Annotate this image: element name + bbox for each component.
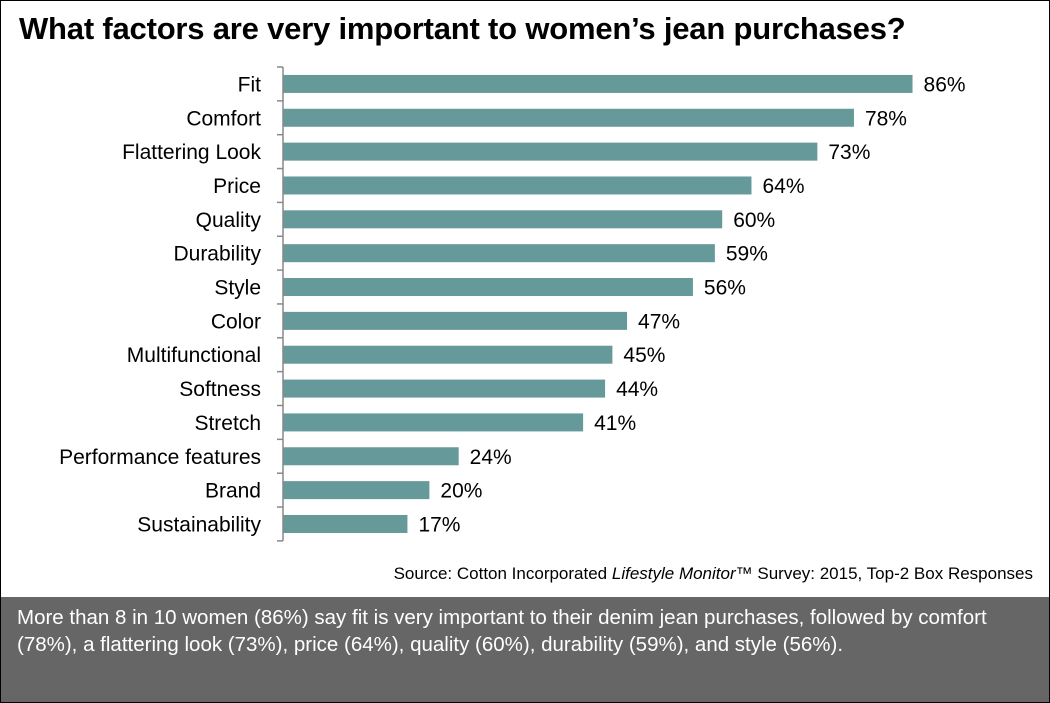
value-label: 59% bbox=[726, 243, 768, 266]
chart-title: What factors are very important to women… bbox=[19, 11, 906, 46]
bar-fit bbox=[283, 74, 913, 93]
bar-sustainability bbox=[283, 514, 408, 533]
value-label: 86% bbox=[924, 73, 966, 96]
category-labels: Fit Comfort Flattering Look Price Quality Dur… bbox=[59, 73, 261, 536]
category-label: Brand bbox=[205, 480, 261, 503]
category-label: Sustainability bbox=[137, 513, 261, 536]
bar-durability bbox=[283, 244, 715, 263]
category-label: Color bbox=[211, 310, 261, 333]
bar-brand bbox=[283, 481, 430, 500]
value-label: 60% bbox=[733, 209, 775, 232]
category-label: Quality bbox=[196, 209, 262, 232]
summary-box: More than 8 in 10 women (86%) say fit is… bbox=[1, 597, 1049, 702]
bar-quality bbox=[283, 210, 723, 229]
bar-performance-features bbox=[283, 447, 459, 466]
category-label: Softness bbox=[179, 378, 261, 401]
value-labels: 86% 78% 73% 64% 60% 59% 56% 47% 45% 44% 41% 24% 20% 1… bbox=[418, 73, 965, 536]
category-label: Price bbox=[213, 175, 261, 198]
category-label: Comfort bbox=[186, 107, 261, 130]
category-label: Multifunctional bbox=[127, 344, 261, 367]
bar-style bbox=[283, 278, 693, 297]
category-label: Flattering Look bbox=[122, 141, 261, 164]
source-suffix: ™ Survey: 2015, Top-2 Box Responses bbox=[735, 564, 1033, 583]
value-label: 17% bbox=[418, 513, 460, 536]
value-label: 24% bbox=[470, 446, 512, 469]
source-prefix: Source: Cotton Incorporated bbox=[393, 564, 612, 583]
source-note: Source: Cotton Incorporated Lifestyle Mo… bbox=[394, 564, 1033, 584]
bar-comfort bbox=[283, 108, 854, 127]
value-label: 44% bbox=[616, 378, 658, 401]
category-label: Durability bbox=[173, 243, 261, 266]
category-label: Style bbox=[214, 277, 261, 300]
bar-color bbox=[283, 311, 628, 330]
value-label: 56% bbox=[704, 277, 746, 300]
bar-chart: Fit Comfort Flattering Look Price Quality Dur… bbox=[59, 66, 966, 542]
category-label: Fit bbox=[238, 73, 261, 96]
bars-group bbox=[283, 74, 913, 533]
value-label: 20% bbox=[440, 480, 482, 503]
bar-price bbox=[283, 176, 752, 195]
bar-flattering-look bbox=[283, 142, 818, 161]
value-label: 41% bbox=[594, 412, 636, 435]
value-label: 64% bbox=[762, 175, 804, 198]
category-label: Stretch bbox=[194, 412, 261, 435]
bar-stretch bbox=[283, 413, 584, 432]
value-label: 45% bbox=[623, 344, 665, 367]
category-label: Performance features bbox=[59, 446, 261, 469]
bar-multifunctional bbox=[283, 345, 613, 364]
bar-softness bbox=[283, 379, 606, 398]
value-label: 78% bbox=[865, 107, 907, 130]
value-label: 73% bbox=[828, 141, 870, 164]
source-publication: Lifestyle Monitor bbox=[611, 564, 736, 583]
value-label: 47% bbox=[638, 310, 680, 333]
axis-ticks bbox=[277, 66, 283, 542]
